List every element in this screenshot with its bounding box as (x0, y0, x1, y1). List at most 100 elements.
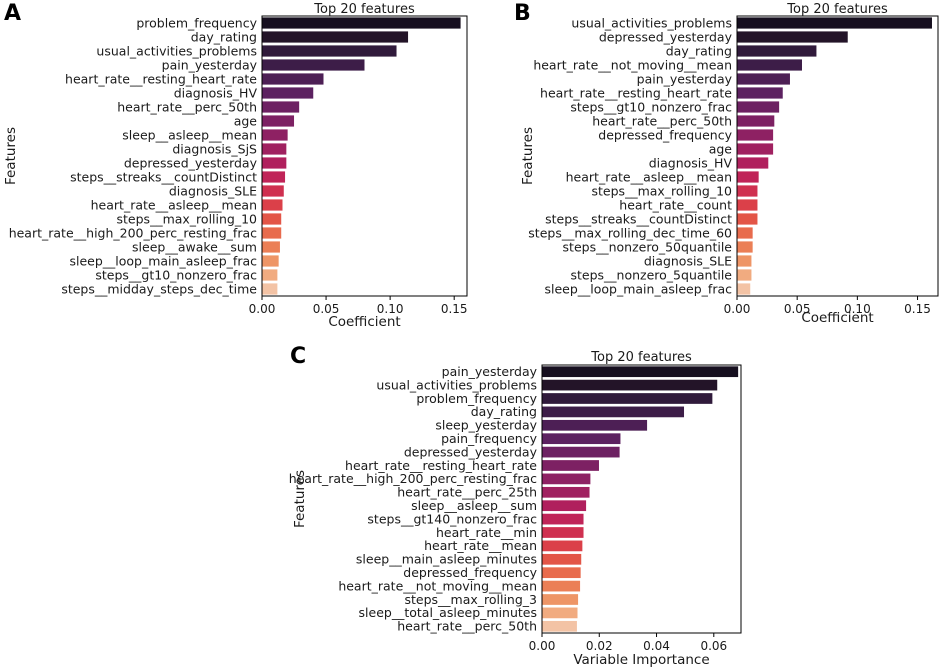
category-label: heart_rate__resting_heart_rate (345, 458, 537, 473)
panel-c: C pain_yesterdayusual_activities_problem… (289, 344, 742, 668)
bar (262, 157, 287, 169)
category-label: steps__gt10_nonzero_frac (570, 99, 732, 114)
bar (542, 393, 713, 404)
category-label: depressed_frequency (403, 565, 537, 580)
x-tick-label: 0.00 (529, 639, 556, 653)
bar (542, 446, 620, 458)
bar (262, 101, 300, 113)
category-label: pain_yesterday (162, 57, 258, 72)
bar (542, 620, 577, 632)
category-label: sleep__asleep__mean (122, 127, 257, 142)
plot-frame (736, 15, 939, 297)
category-label: steps__max_rolling_dec_time_60 (528, 225, 732, 240)
x-tick-label: 0.05 (313, 302, 340, 316)
category-label: depressed_yesterday (599, 29, 733, 44)
bar (262, 73, 324, 85)
panel-letter-b: B (514, 1, 531, 26)
bar (737, 283, 751, 295)
category-label: diagnosis_HV (174, 85, 258, 100)
category-label: diagnosis_SLE (169, 183, 257, 198)
bar (262, 283, 278, 295)
bar (737, 45, 817, 57)
y-axis-label: Features (520, 127, 536, 185)
category-label: diagnosis_SLE (644, 253, 732, 268)
category-label: heart_rate__resting_heart_rate (540, 85, 732, 100)
plot-frame (261, 15, 468, 297)
category-label: steps__nonzero_5quantile (571, 267, 733, 282)
bar (262, 171, 286, 183)
category-label: sleep__loop_main_asleep_frac (69, 253, 257, 268)
chart-c: pain_yesterdayusual_activities_problemsp… (289, 350, 742, 668)
category-label: sleep_yesterday (435, 418, 537, 433)
category-label: heart_rate__perc_50th (397, 619, 537, 634)
bar (737, 17, 932, 29)
category-label: problem_frequency (416, 391, 537, 406)
bar (737, 213, 758, 225)
bar (262, 115, 295, 127)
x-axis-label: Variable Importance (573, 652, 709, 668)
category-label: sleep__loop_main_asleep_frac (544, 281, 732, 296)
bar (542, 513, 584, 525)
chart-title: Top 20 features (590, 350, 692, 365)
bar (542, 567, 581, 579)
panel-letter-a: A (4, 1, 21, 26)
category-label: pain_frequency (441, 431, 538, 446)
bar (542, 594, 579, 605)
x-axis-label: Coefficient (801, 310, 873, 326)
bar (542, 419, 648, 431)
bar (262, 143, 287, 155)
chart-title: Top 20 features (313, 2, 415, 17)
category-label: heart_rate__perc_50th (117, 99, 257, 114)
category-label: depressed_yesterday (404, 444, 538, 459)
category-label: pain_yesterday (637, 71, 733, 86)
bar (737, 227, 753, 239)
bar (542, 553, 582, 565)
bar (262, 17, 461, 29)
category-label: heart_rate__not_moving__mean (338, 578, 537, 593)
category-label: heart_rate__not_moving__mean (533, 57, 732, 72)
category-label: heart_rate__asleep__mean (566, 169, 732, 184)
category-label: usual_activities_problems (96, 43, 257, 58)
x-axis-label: Coefficient (328, 314, 400, 330)
bar (542, 540, 583, 552)
bar (542, 366, 739, 378)
bar (542, 500, 587, 512)
panel-a: A problem_frequencyday_ratingusual_activ… (3, 1, 468, 330)
category-label: heart_rate__high_200_perc_resting_frac (9, 225, 257, 240)
bar (542, 580, 581, 592)
category-label: pain_yesterday (442, 364, 538, 379)
category-label: heart_rate__resting_heart_rate (65, 71, 257, 86)
bar (542, 460, 599, 471)
bar (262, 59, 365, 71)
category-label: problem_frequency (136, 15, 257, 30)
panel-b: B usual_activities_problemsdepressed_yes… (514, 1, 939, 326)
category-label: age (234, 113, 258, 128)
bar (737, 143, 774, 155)
category-label: steps__nonzero_50quantile (563, 239, 733, 254)
bar (542, 406, 685, 418)
bar (737, 101, 780, 113)
category-label: heart_rate__asleep__mean (91, 197, 257, 212)
category-label: age (709, 141, 733, 156)
bar (737, 269, 752, 281)
category-label: heart_rate__high_200_perc_resting_frac (289, 471, 537, 486)
bar (737, 59, 802, 71)
plot-frame (541, 364, 742, 634)
bar (542, 527, 584, 538)
bar (262, 269, 278, 281)
y-axis-label: Features (3, 127, 19, 185)
x-tick-label: 0.00 (724, 302, 751, 316)
category-label: sleep__total_asleep_minutes (359, 605, 537, 620)
category-label: steps__max_rolling_10 (117, 211, 258, 226)
category-label: sleep__awake__sum (132, 239, 257, 254)
category-label: steps__gt10_nonzero_frac (95, 267, 257, 282)
category-label: heart_rate__mean (424, 538, 537, 553)
x-tick-label: 0.04 (643, 639, 670, 653)
category-label: steps__streaks__countDistinct (70, 169, 257, 184)
x-tick-label: 0.15 (441, 302, 468, 316)
bar (737, 185, 758, 197)
chart-title: Top 20 features (786, 2, 888, 17)
bar (737, 199, 758, 211)
bar (262, 31, 409, 43)
